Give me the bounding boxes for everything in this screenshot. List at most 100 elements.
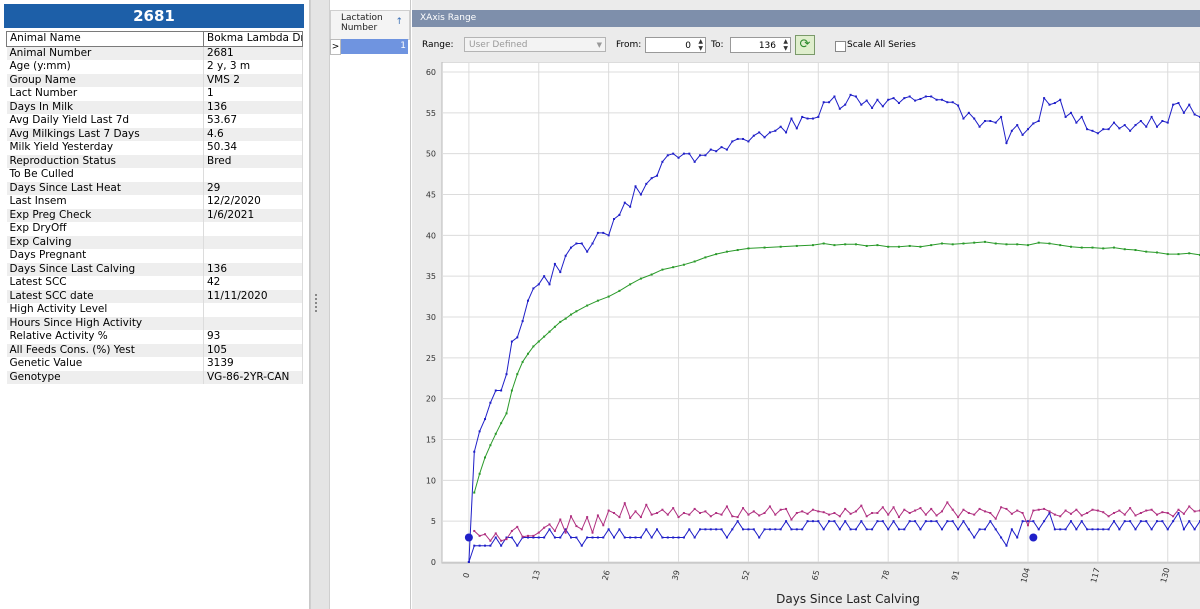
- data-point-milk_yield: [570, 246, 573, 249]
- data-point-milkings: [801, 528, 804, 531]
- property-row[interactable]: Group Name VMS 2: [6, 73, 303, 87]
- property-row[interactable]: Milk Yield Yesterday 50.34: [6, 141, 303, 155]
- property-row[interactable]: To Be Culled: [6, 168, 303, 182]
- data-point-milk_yield: [1188, 103, 1191, 106]
- data-point-milk_yield: [854, 95, 857, 98]
- property-row[interactable]: Latest SCC 42: [6, 276, 303, 290]
- data-point-milkings: [500, 544, 503, 547]
- data-point-activity: [494, 532, 497, 535]
- scale-all-checkbox[interactable]: [835, 41, 846, 52]
- data-point-milkings: [1118, 528, 1121, 531]
- property-row[interactable]: Hours Since High Activity: [6, 316, 303, 330]
- property-key: Animal Name: [6, 31, 204, 47]
- property-row[interactable]: All Feeds Cons. (%) Yest 105: [6, 343, 303, 357]
- data-point-activity: [1134, 514, 1137, 517]
- data-point-milkings: [994, 528, 997, 531]
- data-point-activity: [650, 513, 653, 516]
- data-point-milk_yield: [1032, 122, 1035, 125]
- data-point-activity: [860, 504, 863, 507]
- property-value: Bokma Lambda Dri-Dri: [203, 31, 303, 47]
- property-row[interactable]: Latest SCC date 11/11/2020: [6, 289, 303, 303]
- data-point-activity: [645, 503, 648, 506]
- panel-splitter[interactable]: [310, 0, 330, 609]
- data-point-activity: [871, 512, 874, 514]
- property-row[interactable]: Avg Milkings Last 7 Days 4.6: [6, 127, 303, 141]
- data-point-activity: [613, 512, 616, 514]
- property-row[interactable]: High Activity Level: [6, 303, 303, 317]
- data-point-expected_curve: [715, 253, 718, 256]
- property-row[interactable]: Exp Preg Check 1/6/2021: [6, 208, 303, 222]
- spinner-arrows-icon[interactable]: ▲ ▼: [698, 38, 703, 52]
- from-spinner[interactable]: 0 ▲ ▼: [645, 37, 706, 53]
- splitter-grip-icon[interactable]: [315, 294, 321, 312]
- x-tick-label: 13: [531, 569, 542, 581]
- lactation-column-header[interactable]: Lactation Number ↑: [330, 10, 410, 40]
- data-point-activity: [553, 529, 556, 532]
- data-point-milkings: [973, 536, 976, 539]
- data-point-expected_curve: [1102, 247, 1105, 250]
- property-row[interactable]: Lact Number 1: [6, 87, 303, 101]
- data-point-milkings: [1182, 528, 1185, 531]
- data-point-activity: [817, 510, 820, 513]
- data-point-milkings: [924, 520, 927, 523]
- x-tick-label: 104: [1019, 567, 1032, 584]
- property-row[interactable]: Avg Daily Yield Last 7d 53.67: [6, 114, 303, 128]
- data-point-expected_curve: [607, 295, 610, 298]
- lactation-value[interactable]: 1: [341, 39, 408, 54]
- data-point-milk_yield: [682, 152, 685, 155]
- data-point-milk_yield: [1064, 115, 1067, 118]
- data-point-milk_yield: [1177, 102, 1180, 105]
- range-select[interactable]: User Defined ▼: [464, 37, 606, 52]
- data-point-milk_yield: [527, 299, 530, 302]
- property-row[interactable]: Days In Milk 136: [6, 100, 303, 114]
- property-row[interactable]: Genotype VG-86-2YR-CAN: [6, 370, 303, 384]
- data-point-activity: [758, 514, 761, 517]
- data-point-milk_yield: [1075, 121, 1078, 124]
- property-row[interactable]: Days Since Last Calving 136: [6, 262, 303, 276]
- property-key: Lact Number: [6, 87, 204, 101]
- data-point-expected_curve: [1048, 242, 1051, 245]
- data-point-milk_yield: [1139, 120, 1142, 122]
- property-row[interactable]: Days Since Last Heat 29: [6, 181, 303, 195]
- data-point-milkings: [962, 520, 965, 523]
- data-point-activity: [779, 508, 782, 511]
- data-point-activity: [1150, 508, 1153, 511]
- property-row[interactable]: Reproduction Status Bred: [6, 154, 303, 168]
- property-row[interactable]: Animal Number 2681: [6, 46, 303, 60]
- data-point-milk_yield: [747, 140, 750, 143]
- property-row[interactable]: Relative Activity % 93: [6, 330, 303, 344]
- spinner-arrows-icon[interactable]: ▲ ▼: [783, 38, 788, 52]
- data-point-activity: [1139, 512, 1142, 514]
- data-point-milkings: [946, 520, 949, 523]
- data-point-activity: [489, 539, 492, 542]
- property-row[interactable]: Days Pregnant: [6, 249, 303, 263]
- data-point-milkings: [682, 536, 685, 539]
- property-row[interactable]: Age (y:mm) 2 y, 3 m: [6, 60, 303, 74]
- data-point-activity: [989, 512, 992, 514]
- data-point-milk_yield: [833, 95, 836, 98]
- data-point-activity: [1000, 506, 1003, 509]
- property-row[interactable]: Genetic Value 3139: [6, 357, 303, 371]
- lactation-row[interactable]: > 1: [330, 39, 410, 55]
- to-spinner[interactable]: 136 ▲ ▼: [730, 37, 791, 53]
- data-point-milkings: [1177, 512, 1180, 514]
- data-point-activity: [1043, 507, 1046, 510]
- property-row[interactable]: Last Insem 12/2/2020: [6, 195, 303, 209]
- property-row[interactable]: Exp DryOff: [6, 222, 303, 236]
- data-point-activity: [478, 534, 481, 537]
- data-point-activity: [1129, 507, 1132, 510]
- data-point-expected_curve: [973, 241, 976, 244]
- data-point-milkings: [790, 528, 793, 531]
- data-point-milk_yield: [1155, 125, 1158, 128]
- data-point-activity: [887, 513, 890, 516]
- data-point-milk_yield: [607, 234, 610, 237]
- data-point-expected_curve: [844, 243, 847, 246]
- data-point-milk_yield: [876, 98, 879, 101]
- refresh-button[interactable]: ⟳: [795, 35, 815, 55]
- data-point-milk_yield: [489, 401, 492, 404]
- property-row[interactable]: Exp Calving: [6, 235, 303, 249]
- data-point-expected_curve: [672, 266, 675, 269]
- data-point-milk_yield: [951, 101, 954, 104]
- data-point-milk_yield: [1096, 132, 1099, 135]
